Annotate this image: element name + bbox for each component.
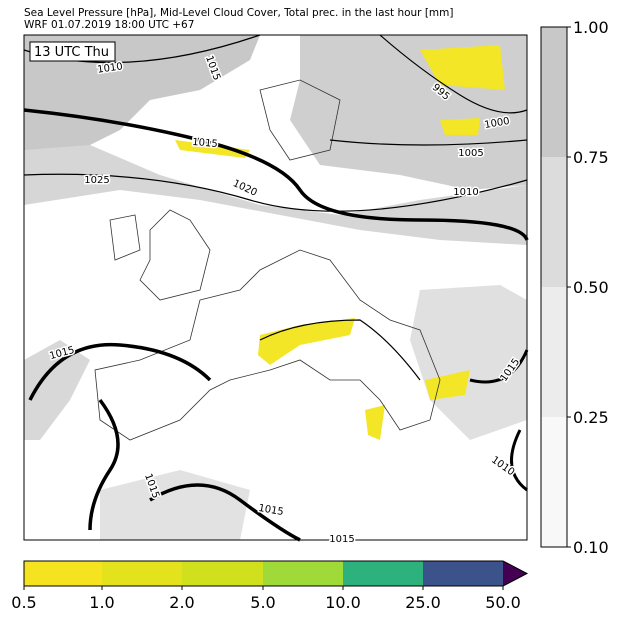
precip-area [440,118,480,135]
colorbar-segment [423,561,503,586]
colorbar-frame [23,560,529,587]
isobar [469,349,529,492]
precip-area [258,318,355,365]
map-frame [23,34,528,541]
coastline [109,214,141,261]
colorbar-segment [102,561,182,586]
cloud-area [24,340,90,440]
precip-area [425,370,470,400]
colorbar-segment [541,417,567,547]
colorbar-tick-label: 50.0 [485,593,521,612]
time-box [29,41,116,62]
time-label: 13 UTC Thu [34,45,109,60]
coastlines [94,79,441,441]
colorbar-segment [24,561,102,586]
colorbar-tick-label: 5.0 [250,593,275,612]
precip-area [175,140,250,158]
colorbar-segment [263,561,343,586]
cloud-area [24,35,260,150]
precip-areas [175,45,505,440]
isobar-label: 1015 [329,534,354,545]
isobar [23,108,529,241]
colorbar-segment [343,561,423,586]
colorbar-tick-label: 1.0 [89,593,114,612]
isobar-label: 1005 [458,148,483,159]
cloud-area [410,285,527,440]
isobar-label: 1015 [192,137,218,150]
colorbar-tick-label: 0.25 [573,408,609,427]
isobar-label: 1025 [84,175,109,186]
colorbar-segment [182,561,263,586]
precip-area [365,405,385,440]
subtitle: WRF 01.07.2019 18:00 UTC +67 [24,19,194,31]
isobar-label: 1010 [97,61,124,75]
isobar [28,342,301,542]
colorbar-tick-label: 0.5 [11,593,36,612]
colorbar-extension [503,561,527,586]
cloud-colorbar: 1.00 0.75 0.50 0.25 0.10 [540,18,609,557]
colorbar-tick-label: 0.75 [573,148,609,167]
isobar [379,34,528,114]
precip-colorbar: 0.5 1.0 2.0 5.0 10.0 25.0 50.0 [11,560,529,612]
precip-area [420,45,505,90]
colorbar-tick-label: 0.50 [573,278,609,297]
colorbar-segment [541,287,567,417]
isobar-label: 1010 [453,187,478,198]
colorbar-tick-label: 1.00 [573,18,609,37]
isobar [259,319,421,381]
coastline [259,79,341,161]
colorbar-tick-label: 0.10 [573,538,609,557]
isobar [23,173,528,212]
colorbar-segment [541,27,567,157]
colorbar-tick-label: 25.0 [405,593,441,612]
isobars [23,34,529,542]
coastline [139,209,211,301]
title: Sea Level Pressure [hPa], Mid-Level Clou… [24,7,454,19]
isobar [329,139,528,146]
colorbar-tick-label: 2.0 [169,593,194,612]
colorbar-segment [541,157,567,287]
coastline [94,249,441,441]
colorbar-tick-label: 10.0 [325,593,361,612]
